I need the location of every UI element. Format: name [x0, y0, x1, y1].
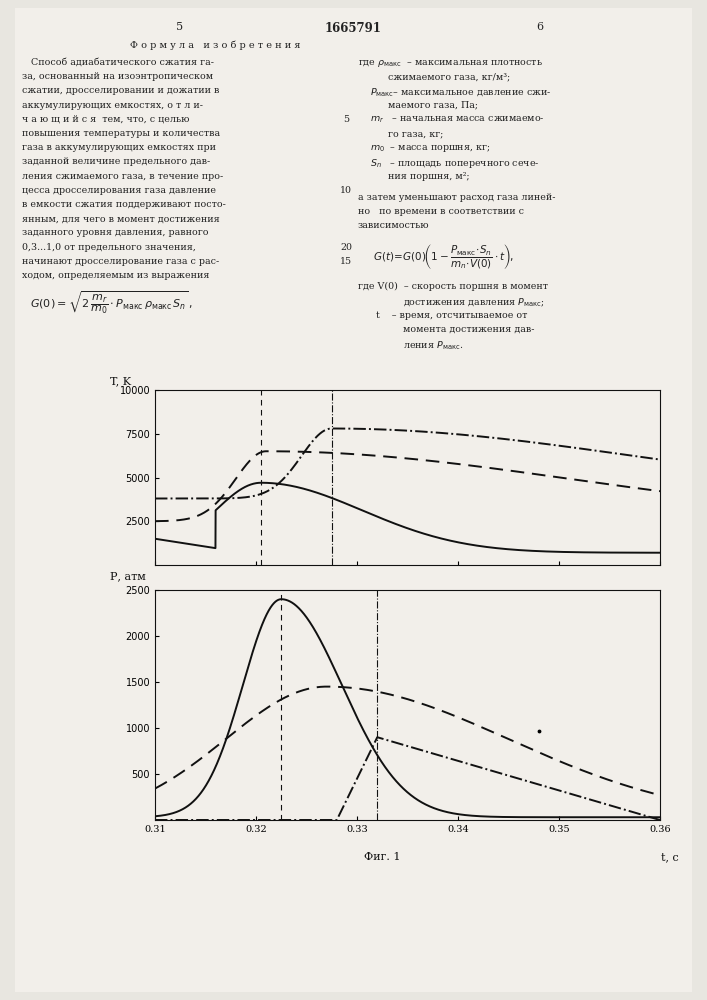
Text: но   по времени в соответствии с: но по времени в соответствии с: [358, 207, 524, 216]
Text: Р, атм: Р, атм: [110, 572, 146, 582]
Text: $S_n$   – площадь поперечного сече-: $S_n$ – площадь поперечного сече-: [358, 157, 539, 170]
Text: аккумулирующих емкостях, о т л и-: аккумулирующих емкостях, о т л и-: [22, 101, 203, 110]
Text: $G(0)=\sqrt{2\,\dfrac{m_r}{m_0}\cdot P_{\rm макс}\,\rho_{\rm макс}\,S_n}\,,$: $G(0)=\sqrt{2\,\dfrac{m_r}{m_0}\cdot P_{…: [30, 289, 193, 316]
Text: $G(t)\!=\!G(0)\!\left(1-\dfrac{P_{\rm макс}\!\cdot\! S_n}{m_n\!\cdot\! V(0)}\cdo: $G(t)\!=\!G(0)\!\left(1-\dfrac{P_{\rm ма…: [373, 243, 513, 271]
Text: ления сжимаемого газа, в течение про-: ления сжимаемого газа, в течение про-: [22, 172, 223, 181]
Text: ходом, определяемым из выражения: ходом, определяемым из выражения: [22, 271, 209, 280]
Text: заданной величине предельного дав-: заданной величине предельного дав-: [22, 157, 210, 166]
Text: где $\rho_{\rm макс}$  – максимальная плотность: где $\rho_{\rm макс}$ – максимальная пло…: [358, 58, 543, 69]
Text: начинают дросселирование газа с рас-: начинают дросселирование газа с рас-: [22, 257, 219, 266]
Text: Ф о р м у л а   и з о б р е т е н и я: Ф о р м у л а и з о б р е т е н и я: [130, 40, 300, 49]
Text: где V(0)  – скорость поршня в момент: где V(0) – скорость поршня в момент: [358, 282, 548, 291]
Text: T, K: T, K: [110, 376, 131, 386]
Text: повышения температуры и количества: повышения температуры и количества: [22, 129, 220, 138]
Text: ления $P_{\rm макс}$.: ления $P_{\rm макс}$.: [403, 339, 463, 352]
Text: $m_0$  – масса поршня, кг;: $m_0$ – масса поршня, кг;: [358, 143, 491, 154]
Text: маемого газа, Па;: маемого газа, Па;: [388, 101, 478, 110]
Text: 5: 5: [177, 22, 184, 32]
Text: $m_r$   – начальная масса сжимаемо-: $m_r$ – начальная масса сжимаемо-: [358, 115, 544, 125]
Text: сжимаемого газа, кг/м³;: сжимаемого газа, кг/м³;: [388, 72, 510, 81]
Text: за, основанный на изоэнтропическом: за, основанный на изоэнтропическом: [22, 72, 213, 81]
Text: 15: 15: [340, 257, 352, 266]
Text: цесса дросселирования газа давление: цесса дросселирования газа давление: [22, 186, 216, 195]
Text: ч а ю щ и й с я  тем, что, с целью: ч а ю щ и й с я тем, что, с целью: [22, 115, 189, 124]
Text: ния поршня, м²;: ния поршня, м²;: [388, 172, 469, 181]
Text: достижения давления $P_{\rm макс}$;: достижения давления $P_{\rm макс}$;: [403, 297, 544, 309]
Text: янным, для чего в момент достижения: янным, для чего в момент достижения: [22, 214, 220, 223]
Text: t    – время, отсчитываемое от: t – время, отсчитываемое от: [376, 311, 527, 320]
Text: в емкости сжатия поддерживают посто-: в емкости сжатия поддерживают посто-: [22, 200, 226, 209]
Text: а затем уменьшают расход газа линей-: а затем уменьшают расход газа линей-: [358, 193, 556, 202]
Text: момента достижения дав-: момента достижения дав-: [403, 325, 534, 334]
Text: 20: 20: [340, 243, 352, 252]
Text: 5: 5: [343, 115, 349, 124]
Text: заданного уровня давления, равного: заданного уровня давления, равного: [22, 228, 209, 237]
Text: 6: 6: [537, 22, 544, 32]
Text: t, с: t, с: [661, 852, 679, 862]
Text: Способ адиабатического сжатия га-: Способ адиабатического сжатия га-: [22, 58, 214, 67]
Text: Фиг. 1: Фиг. 1: [364, 852, 400, 862]
Text: зависимостью: зависимостью: [358, 221, 429, 230]
Text: $P_{\rm макс}$– максимальное давление сжи-: $P_{\rm макс}$– максимальное давление сж…: [358, 86, 551, 98]
Text: го газа, кг;: го газа, кг;: [388, 129, 443, 138]
Text: 0,3...1,0 от предельного значения,: 0,3...1,0 от предельного значения,: [22, 243, 196, 252]
Text: 1665791: 1665791: [325, 22, 382, 35]
Text: сжатии, дросселировании и дожатии в: сжатии, дросселировании и дожатии в: [22, 86, 219, 95]
Text: 10: 10: [340, 186, 352, 195]
Text: газа в аккумулирующих емкостях при: газа в аккумулирующих емкостях при: [22, 143, 216, 152]
